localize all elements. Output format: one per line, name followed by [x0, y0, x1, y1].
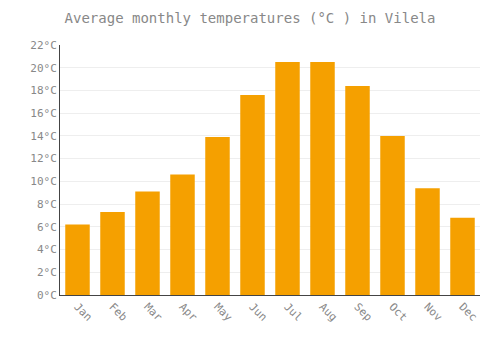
- svg-text:2°C: 2°C: [37, 266, 57, 279]
- svg-text:May: May: [211, 301, 235, 325]
- svg-text:Jan: Jan: [71, 301, 94, 324]
- svg-text:Sep: Sep: [351, 301, 374, 324]
- svg-text:6°C: 6°C: [37, 221, 57, 234]
- svg-text:Aug: Aug: [316, 301, 339, 324]
- svg-text:Apr: Apr: [176, 301, 200, 325]
- svg-text:8°C: 8°C: [37, 198, 57, 211]
- svg-text:14°C: 14°C: [30, 130, 57, 143]
- svg-text:Nov: Nov: [421, 301, 445, 325]
- svg-text:Oct: Oct: [386, 301, 409, 324]
- svg-text:4°C: 4°C: [37, 243, 57, 256]
- svg-text:Mar: Mar: [141, 301, 165, 325]
- svg-text:Feb: Feb: [106, 301, 129, 324]
- svg-text:20°C: 20°C: [30, 62, 57, 75]
- svg-text:Average monthly temperatures (: Average monthly temperatures (°C ) in Vi…: [65, 10, 436, 26]
- svg-text:Jun: Jun: [246, 301, 269, 324]
- svg-text:16°C: 16°C: [30, 107, 57, 120]
- svg-text:Dec: Dec: [456, 301, 479, 324]
- svg-text:22°C: 22°C: [30, 39, 57, 52]
- svg-text:10°C: 10°C: [30, 175, 57, 188]
- svg-text:Jul: Jul: [281, 301, 304, 324]
- svg-text:0°C: 0°C: [37, 289, 57, 302]
- svg-text:12°C: 12°C: [30, 152, 57, 165]
- svg-text:18°C: 18°C: [30, 84, 57, 97]
